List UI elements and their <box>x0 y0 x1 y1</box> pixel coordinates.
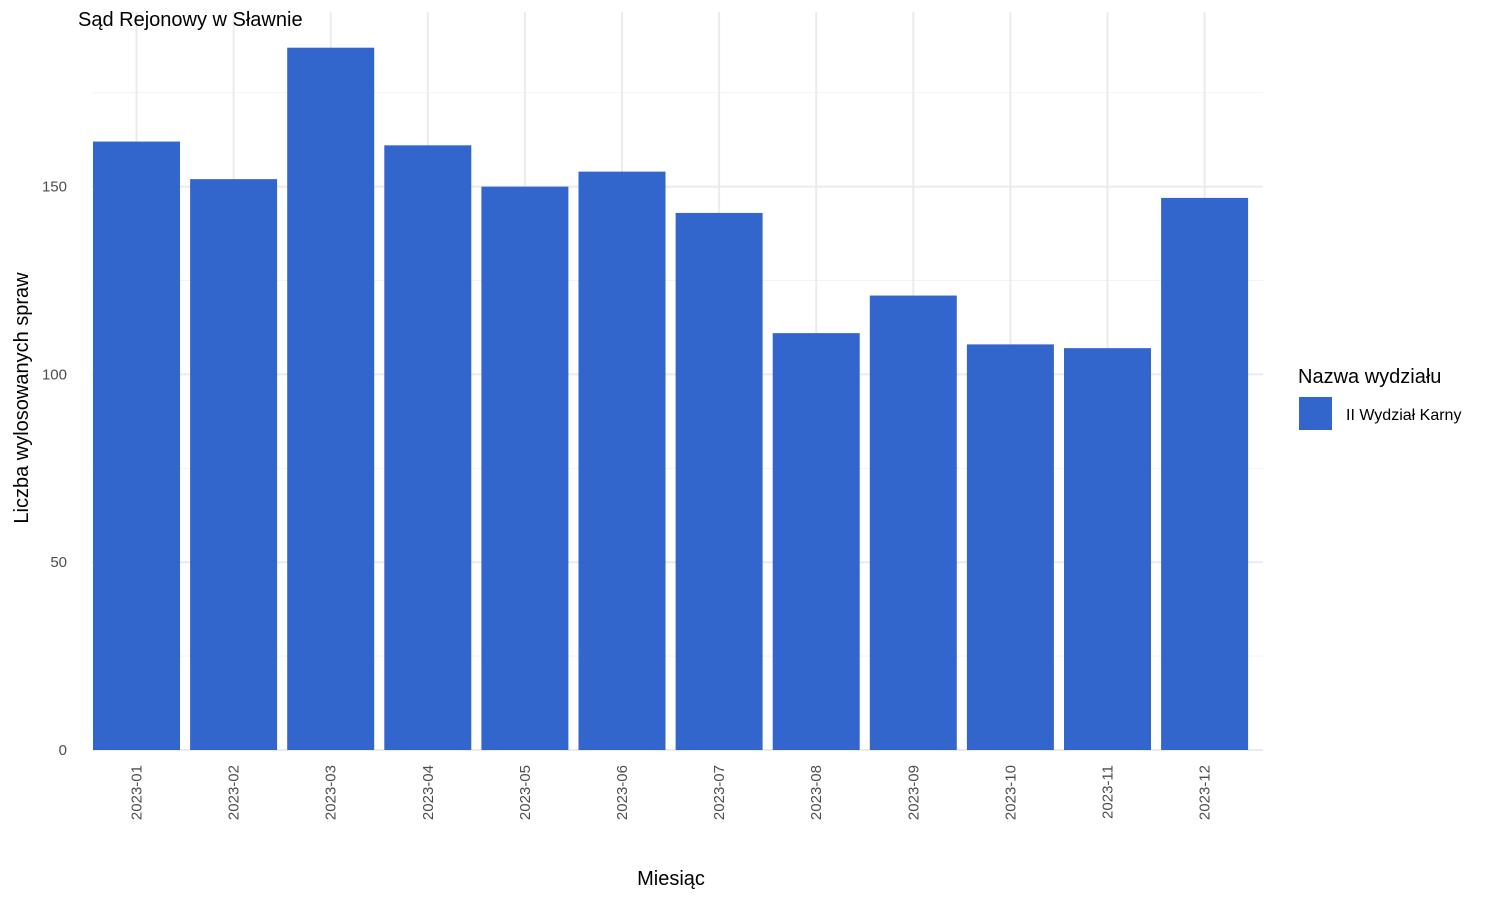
y-tick-label: 150 <box>42 179 67 196</box>
bar-2023-03 <box>287 47 375 751</box>
legend-title: Nazwa wydziału <box>1298 366 1441 388</box>
bar-2023-05 <box>481 186 569 750</box>
x-tick-label: 2023-03 <box>323 765 340 820</box>
bar-2023-12 <box>1161 197 1249 751</box>
x-tick-label: 2023-01 <box>129 765 146 820</box>
x-tick-label: 2023-08 <box>808 765 825 820</box>
x-tick-label: 2023-06 <box>614 765 631 820</box>
x-axis-ticks: 2023-01 2023-02 2023-03 2023-04 2023-05 2023-… <box>129 765 1214 820</box>
x-tick-label: 2023-12 <box>1197 765 1214 820</box>
bar-2023-06 <box>578 171 666 751</box>
x-axis-title: Miesiąc <box>637 868 705 890</box>
x-tick-label: 2023-04 <box>420 765 437 820</box>
x-tick-label: 2023-07 <box>711 765 728 820</box>
legend: Nazwa wydziału II Wydział Karny <box>1298 366 1461 430</box>
bars <box>93 47 1249 751</box>
y-tick-label: 0 <box>59 742 67 759</box>
x-tick-label: 2023-09 <box>905 765 922 820</box>
bar-2023-09 <box>869 295 957 750</box>
y-axis-title: Liczba wylosowanych spraw <box>11 272 33 524</box>
y-axis-ticks: 0 50 100 150 <box>42 179 67 759</box>
y-tick-label: 50 <box>50 554 67 571</box>
legend-label: II Wydział Karny <box>1346 407 1461 424</box>
bar-2023-10 <box>966 344 1054 750</box>
bar-2023-07 <box>675 212 763 751</box>
legend-swatch <box>1299 397 1332 430</box>
bar-2023-01 <box>93 141 180 751</box>
y-tick-label: 100 <box>42 366 67 383</box>
bar-2023-11 <box>1064 348 1151 750</box>
x-tick-label: 2023-02 <box>226 765 243 820</box>
bar-2023-04 <box>384 145 472 750</box>
x-tick-label: 2023-10 <box>1002 765 1019 820</box>
chart-title: Sąd Rejonowy w Sławnie <box>78 9 303 31</box>
x-tick-label: 2023-05 <box>517 765 534 820</box>
bar-2023-08 <box>772 333 860 750</box>
x-tick-label: 2023-11 <box>1100 765 1117 819</box>
bar-2023-02 <box>190 179 278 751</box>
